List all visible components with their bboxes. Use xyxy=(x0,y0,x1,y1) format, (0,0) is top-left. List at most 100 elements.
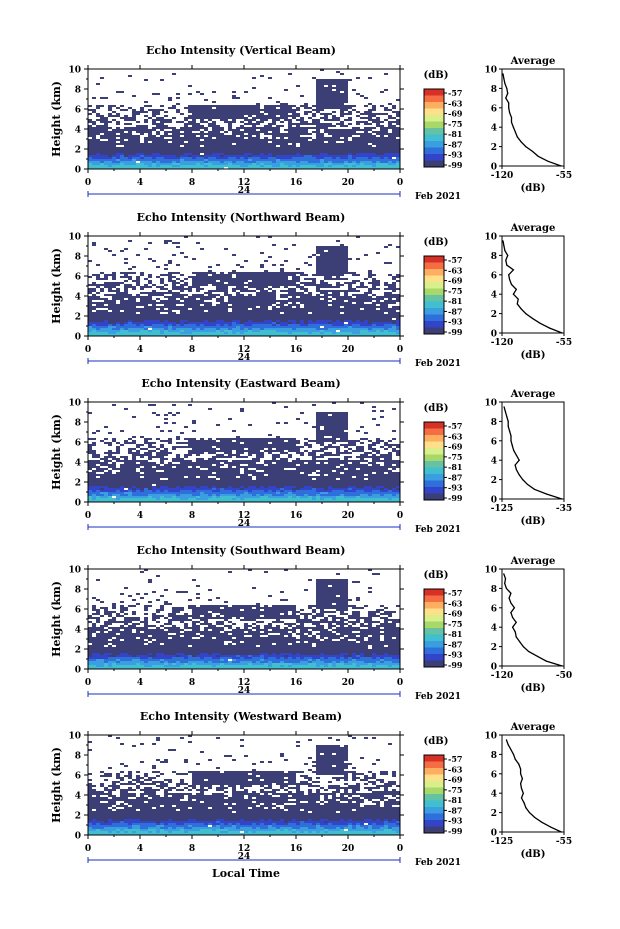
heatmap-cell xyxy=(312,161,316,163)
heatmap-cell xyxy=(288,159,292,161)
heatmap-cell xyxy=(312,167,316,169)
heatmap-cell xyxy=(396,246,400,248)
heatmap-cell xyxy=(340,270,344,272)
heatmap-cell xyxy=(188,165,192,167)
heatmap-cell xyxy=(280,438,284,440)
heatmap-cell xyxy=(180,137,184,139)
heatmap-cell xyxy=(392,161,396,163)
heatmap-cell xyxy=(156,111,160,113)
heatmap-cell xyxy=(328,89,332,91)
heatmap-cell xyxy=(376,306,380,308)
heatmap-cell xyxy=(108,167,112,169)
heatmap-cell xyxy=(228,117,232,119)
heatmap-cell xyxy=(304,143,308,145)
heatmap-cell xyxy=(320,107,324,109)
heatmap-cell xyxy=(344,157,348,159)
heatmap-cell xyxy=(132,163,136,165)
heatmap-cell xyxy=(212,143,216,145)
heatmap-cell xyxy=(132,161,136,163)
heatmap-cell xyxy=(232,97,236,99)
heatmap-cell xyxy=(212,272,216,274)
heatmap-cell xyxy=(304,274,308,276)
heatmap-cell xyxy=(152,310,156,312)
heatmap-cell xyxy=(116,91,120,93)
heatmap-cell xyxy=(176,328,180,330)
heatmap-cell xyxy=(104,125,108,127)
heatmap-cell xyxy=(316,284,320,286)
heatmap-cell xyxy=(116,326,120,328)
heatmap-cell xyxy=(216,131,220,133)
heatmap-cell xyxy=(184,320,188,322)
heatmap-cell xyxy=(180,127,184,129)
heatmap-cell xyxy=(224,115,228,117)
heatmap-cell xyxy=(392,139,396,141)
heatmap-cell xyxy=(224,121,228,123)
heatmap-cell xyxy=(320,246,324,248)
heatmap-cell xyxy=(256,107,260,109)
heatmap-cell xyxy=(352,300,356,302)
heatmap-cell xyxy=(288,115,292,117)
heatmap-cell xyxy=(168,99,172,101)
heatmap-cell xyxy=(340,83,344,85)
heatmap-cell xyxy=(300,151,304,153)
heatmap-cell xyxy=(196,141,200,143)
heatmap-cell xyxy=(316,316,320,318)
heatmap-cell xyxy=(272,282,276,284)
heatmap-cell xyxy=(124,274,128,276)
heatmap-cell xyxy=(188,143,192,145)
heatmap-cell xyxy=(212,442,216,444)
heatmap-cell xyxy=(240,135,244,137)
heatmap-cell xyxy=(344,81,348,83)
heatmap-cell xyxy=(320,248,324,250)
heatmap-cell xyxy=(196,107,200,109)
heatmap-cell xyxy=(336,83,340,85)
heatmap-cell xyxy=(336,310,340,312)
heatmap-cell xyxy=(280,442,284,444)
heatmap-cell xyxy=(320,420,324,422)
heatmap-cell xyxy=(116,330,120,332)
heatmap-cell xyxy=(184,155,188,157)
heatmap-cell xyxy=(332,99,336,101)
x-tick-label: 4 xyxy=(137,178,143,188)
heatmap-cell xyxy=(132,308,136,310)
heatmap-cell xyxy=(148,131,152,133)
heatmap-cell xyxy=(124,300,128,302)
heatmap-cell xyxy=(152,334,156,336)
heatmap-cell xyxy=(148,302,152,304)
heatmap-cell xyxy=(232,113,236,115)
heatmap-cell xyxy=(232,314,236,316)
heatmap-cell xyxy=(364,308,368,310)
heatmap-cell xyxy=(200,306,204,308)
heatmap-cell xyxy=(304,157,308,159)
profile-point xyxy=(539,322,541,324)
heatmap-cell xyxy=(324,262,328,264)
heatmap-cell xyxy=(148,133,152,135)
heatmap-cell xyxy=(224,153,228,155)
heatmap-cell xyxy=(256,153,260,155)
heatmap-cell xyxy=(300,288,304,290)
heatmap-cell xyxy=(220,153,224,155)
heatmap-cell xyxy=(116,442,120,444)
heatmap-cell xyxy=(340,274,344,276)
heatmap-cell xyxy=(248,278,252,280)
heatmap-cell xyxy=(248,334,252,336)
heatmap-cell xyxy=(160,294,164,296)
heatmap-cell xyxy=(264,147,268,149)
heatmap-cell xyxy=(216,322,220,324)
heatmap-cell xyxy=(268,296,272,298)
heatmap-cell xyxy=(320,286,324,288)
heatmap-cell xyxy=(148,322,152,324)
heatmap-cell xyxy=(148,314,152,316)
heatmap-cell xyxy=(116,322,120,324)
heatmap-cell xyxy=(340,248,344,250)
heatmap-cell xyxy=(120,312,124,314)
heatmap-cell xyxy=(336,135,340,137)
heatmap-cell xyxy=(188,159,192,161)
heatmap-cell xyxy=(92,165,96,167)
heatmap-cell xyxy=(112,284,116,286)
heatmap-cell xyxy=(184,131,188,133)
heatmap-cell xyxy=(264,149,268,151)
heatmap-cell xyxy=(244,119,248,121)
heatmap-cell xyxy=(276,444,280,446)
heatmap-cell xyxy=(116,292,120,294)
